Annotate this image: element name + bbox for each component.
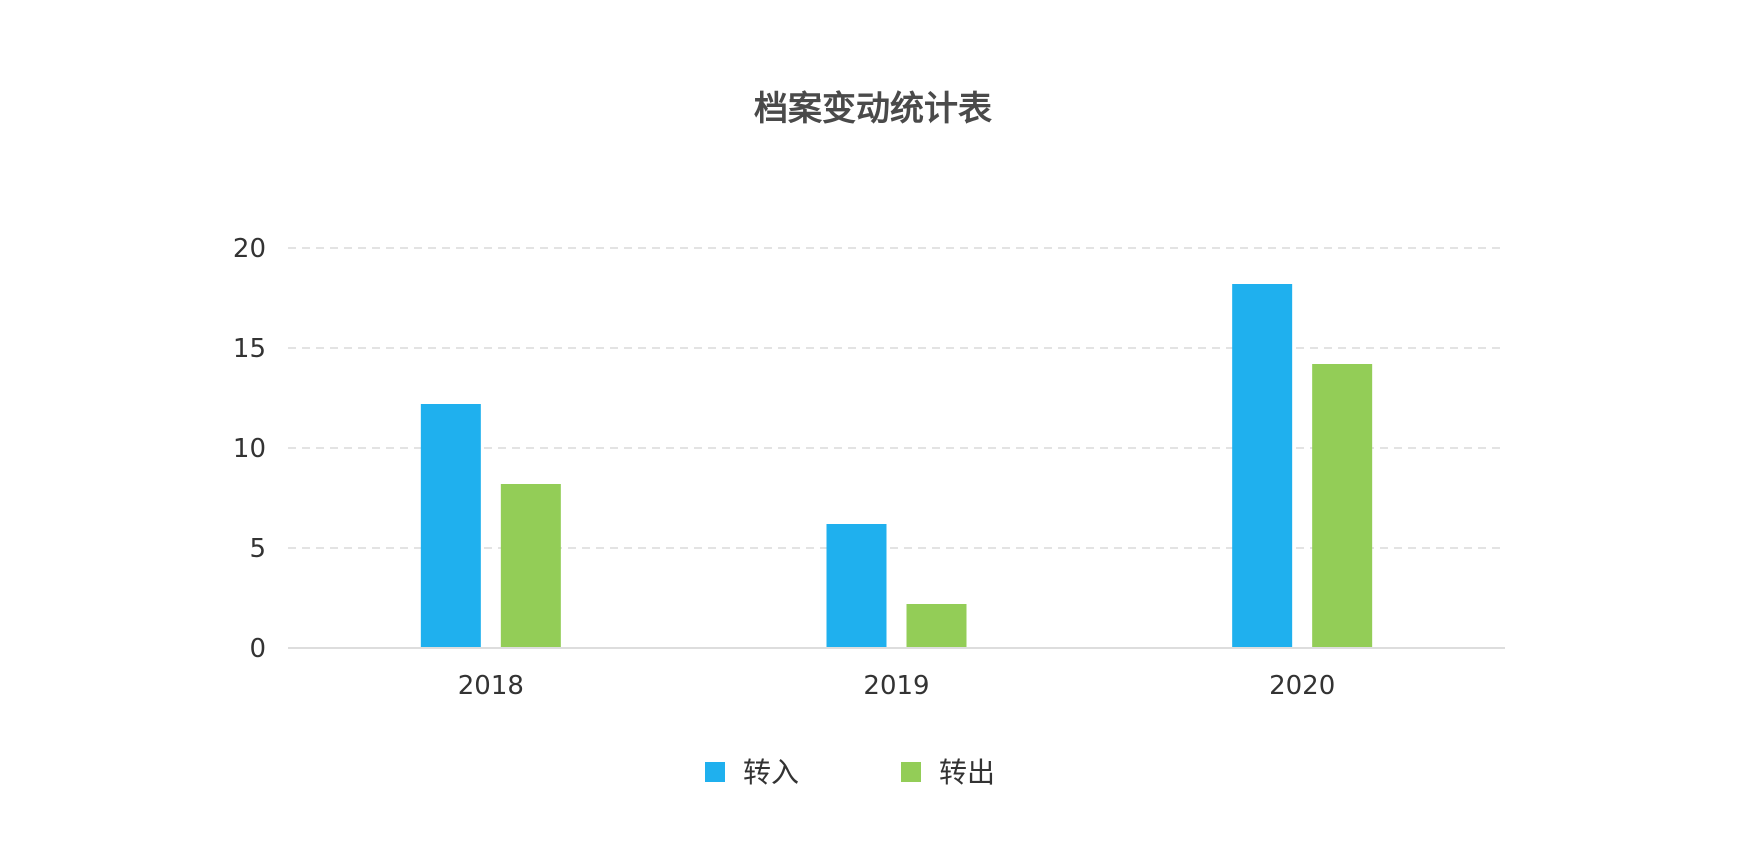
bar-2018-0: [420, 404, 481, 648]
bar-2020-1: [1312, 364, 1373, 648]
legend-swatch: [901, 762, 921, 782]
y-tick-label: 20: [233, 234, 266, 264]
legend-label: 转出: [939, 756, 995, 789]
chart-title: 档案变动统计表: [754, 89, 992, 129]
y-tick-label: 10: [233, 434, 266, 464]
x-axis-ticks: 2018 2019 2020: [458, 671, 1336, 701]
bar-2018-1: [500, 484, 561, 648]
bar-2019-1: [906, 604, 967, 648]
x-tick-label: 2018: [458, 671, 524, 701]
legend: 转入 转出: [705, 756, 995, 789]
x-tick-label: 2020: [1269, 671, 1335, 701]
legend-swatch: [705, 762, 725, 782]
y-tick-label: 5: [249, 534, 266, 564]
bar-2020-0: [1232, 284, 1293, 648]
bars: [420, 284, 1373, 648]
y-tick-label: 0: [249, 634, 266, 664]
grid-lines: [288, 247, 1505, 549]
x-tick-label: 2019: [863, 671, 929, 701]
y-tick-label: 15: [233, 334, 266, 364]
bar-2019-0: [826, 524, 887, 648]
y-axis-ticks: 0 5 10 15 20: [233, 234, 266, 664]
legend-label: 转入: [743, 756, 799, 789]
